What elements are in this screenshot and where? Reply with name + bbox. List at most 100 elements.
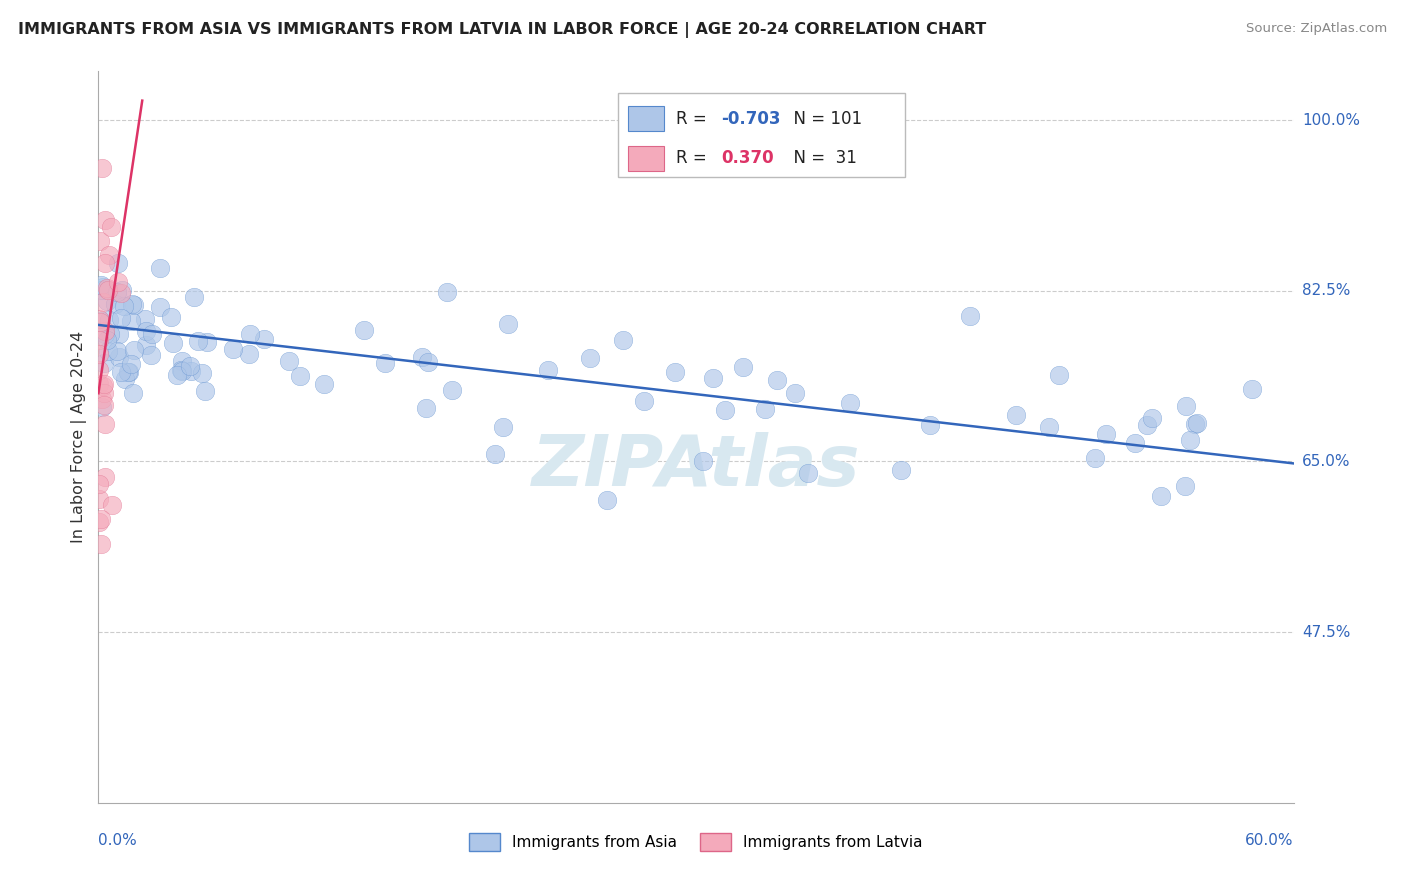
Point <box>108 326 131 341</box>
Point <box>107 256 129 270</box>
Point <box>633 394 655 409</box>
Point <box>731 360 754 375</box>
Point <box>90 512 112 526</box>
Point <box>101 499 124 513</box>
Point <box>1123 436 1146 450</box>
Point <box>180 364 202 378</box>
Legend: Immigrants from Asia, Immigrants from Latvia: Immigrants from Asia, Immigrants from La… <box>464 827 928 857</box>
Point <box>135 338 157 352</box>
Point <box>100 219 122 234</box>
Text: 0.370: 0.370 <box>721 149 773 167</box>
Point <box>1185 416 1208 430</box>
Point <box>96 333 118 347</box>
Point <box>104 297 127 311</box>
Point <box>91 161 114 175</box>
Point <box>117 365 139 379</box>
Point <box>183 289 205 303</box>
Point <box>110 365 132 379</box>
Point <box>578 351 600 365</box>
Point <box>105 285 128 299</box>
Point <box>692 454 714 468</box>
Point <box>222 342 245 356</box>
Point <box>87 363 110 377</box>
Text: 60.0%: 60.0% <box>1246 833 1294 848</box>
Point <box>918 418 941 433</box>
Point <box>94 326 117 341</box>
Point <box>411 350 433 364</box>
Text: 0.0%: 0.0% <box>98 833 138 848</box>
Point <box>1241 382 1264 396</box>
Text: 47.5%: 47.5% <box>1302 624 1350 640</box>
Point <box>1095 427 1118 442</box>
Point <box>664 365 686 379</box>
Point <box>1004 409 1026 423</box>
Point <box>135 324 157 338</box>
Point <box>118 365 141 379</box>
Point <box>1084 451 1107 466</box>
Point <box>1136 417 1159 432</box>
Point <box>959 310 981 324</box>
Point <box>179 359 201 374</box>
Point <box>107 343 129 358</box>
Point <box>785 385 807 400</box>
Point <box>87 376 110 391</box>
Text: ZIPAtlas: ZIPAtlas <box>531 432 860 500</box>
Point <box>1175 399 1198 413</box>
Point <box>122 386 145 401</box>
Point <box>107 275 129 289</box>
Point <box>98 313 121 327</box>
Point <box>754 402 776 417</box>
Point <box>94 469 117 483</box>
Text: N = 101: N = 101 <box>783 110 862 128</box>
Point <box>110 285 132 300</box>
Point <box>94 212 117 227</box>
Point <box>141 348 163 362</box>
Point <box>374 356 396 370</box>
Point <box>239 326 262 341</box>
Point <box>91 295 114 310</box>
Point <box>702 371 724 385</box>
Point <box>93 376 115 391</box>
Point <box>87 477 110 491</box>
Point <box>415 401 437 415</box>
Bar <box>628 145 664 170</box>
Point <box>93 398 115 412</box>
Point <box>170 364 193 378</box>
Point <box>596 492 619 507</box>
Text: 65.0%: 65.0% <box>1302 454 1350 469</box>
Point <box>90 392 112 406</box>
Point <box>1150 490 1173 504</box>
Bar <box>628 106 664 131</box>
Text: Source: ZipAtlas.com: Source: ZipAtlas.com <box>1247 22 1388 36</box>
Point <box>187 334 209 348</box>
Point <box>94 255 117 269</box>
Point <box>238 347 260 361</box>
Point <box>87 492 110 507</box>
Point <box>87 312 110 326</box>
Point <box>111 283 134 297</box>
Point <box>90 314 112 328</box>
Point <box>94 417 117 432</box>
Point <box>121 297 143 311</box>
Point <box>89 333 111 347</box>
Point <box>1180 433 1202 447</box>
FancyBboxPatch shape <box>619 94 905 178</box>
Point <box>89 235 111 249</box>
Point <box>90 537 112 551</box>
Point <box>91 279 114 293</box>
Point <box>96 281 118 295</box>
Text: R =: R = <box>676 110 711 128</box>
Point <box>440 383 463 397</box>
Point <box>97 248 120 262</box>
Point <box>120 357 142 371</box>
Point <box>166 368 188 383</box>
Point <box>766 373 789 387</box>
Point <box>1038 420 1060 434</box>
Point <box>1142 410 1164 425</box>
Text: 100.0%: 100.0% <box>1302 112 1360 128</box>
Point <box>134 312 156 326</box>
Point <box>191 366 214 380</box>
Point <box>87 346 110 360</box>
Y-axis label: In Labor Force | Age 20-24: In Labor Force | Age 20-24 <box>72 331 87 543</box>
Point <box>120 314 142 328</box>
